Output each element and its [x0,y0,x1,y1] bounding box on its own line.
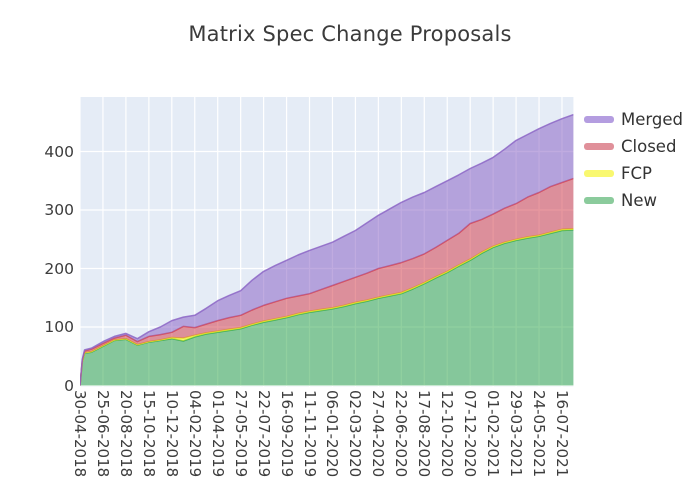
x-tick-label: 30-04-2018 [71,390,89,478]
x-tick-label: 01-02-2021 [484,390,503,478]
x-tick-label: 15-10-2018 [139,390,158,478]
legend-item-new[interactable]: New [584,187,683,214]
x-tick-label: 22-07-2019 [254,390,273,478]
x-tick-label: 25-06-2018 [93,390,112,478]
legend-label: FCP [621,164,652,183]
legend: Merged Closed FCP New [584,106,683,214]
legend-swatch-closed [584,143,614,150]
x-tick-label: 22-06-2020 [392,390,411,478]
x-tick-label: 06-01-2020 [323,390,342,478]
series-line-merged [80,113,574,386]
x-tick-label: 17-08-2020 [415,390,434,478]
x-tick-label: 02-03-2020 [346,390,365,478]
legend-label: Merged [621,110,683,129]
legend-label: New [621,191,657,210]
y-tick-label: 400 [44,142,74,161]
x-tick-label: 27-04-2020 [369,390,388,478]
x-tick-label: 01-04-2019 [208,390,227,478]
x-tick-label: 27-05-2019 [231,390,250,478]
x-tick-label: 16-09-2019 [277,390,296,478]
x-tick-label: 29-03-2021 [507,390,526,478]
series-area-merged [80,114,574,386]
legend-swatch-merged [584,116,614,123]
y-tick-label: 200 [44,259,74,278]
y-tick-label: 300 [44,201,74,219]
legend-item-closed[interactable]: Closed [584,133,683,160]
legend-swatch-new [584,197,614,204]
x-tick-label: 04-02-2019 [185,390,204,478]
x-tick-label: 24-05-2021 [530,390,549,478]
legend-item-merged[interactable]: Merged [584,106,683,133]
legend-label: Closed [621,137,677,156]
x-tick-label: 16-07-2021 [552,390,571,478]
x-tick-label: 20-08-2018 [116,390,135,478]
x-tick-label: 11-11-2019 [300,390,319,478]
y-tick-label: 0 [64,376,74,395]
x-tick-label: 07-12-2020 [461,390,480,478]
x-tick-label: 12-10-2020 [438,390,457,478]
legend-item-fcp[interactable]: FCP [584,160,683,187]
x-tick-label: 10-12-2018 [162,390,181,478]
chart-title: Matrix Spec Change Proposals [188,22,512,46]
series-area-new [80,229,574,386]
y-tick-label: 100 [44,318,74,336]
legend-swatch-fcp [584,170,614,177]
